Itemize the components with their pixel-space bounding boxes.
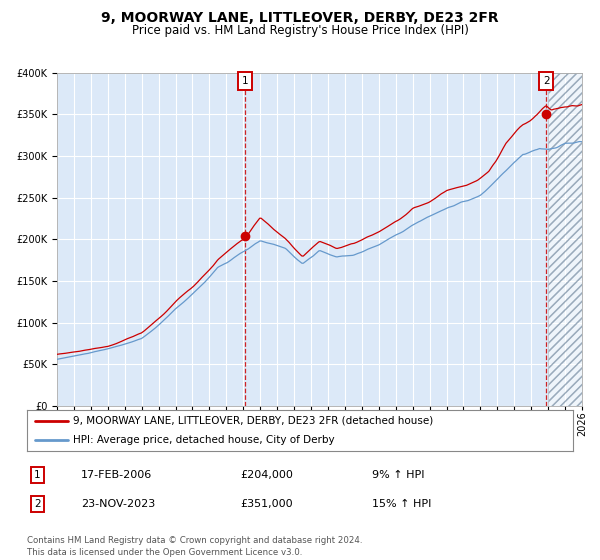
Text: 15% ↑ HPI: 15% ↑ HPI [372,499,431,509]
Text: 9, MOORWAY LANE, LITTLEOVER, DERBY, DE23 2FR (detached house): 9, MOORWAY LANE, LITTLEOVER, DERBY, DE23… [73,416,434,426]
Text: 23-NOV-2023: 23-NOV-2023 [81,499,155,509]
Text: 17-FEB-2006: 17-FEB-2006 [81,470,152,480]
Text: 2: 2 [543,76,550,86]
Text: HPI: Average price, detached house, City of Derby: HPI: Average price, detached house, City… [73,435,335,445]
Text: 1: 1 [34,470,41,480]
Text: Price paid vs. HM Land Registry's House Price Index (HPI): Price paid vs. HM Land Registry's House … [131,24,469,36]
Bar [548,73,590,406]
Text: 9% ↑ HPI: 9% ↑ HPI [372,470,425,480]
Text: 9, MOORWAY LANE, LITTLEOVER, DERBY, DE23 2FR: 9, MOORWAY LANE, LITTLEOVER, DERBY, DE23… [101,11,499,25]
Text: £204,000: £204,000 [240,470,293,480]
Text: 1: 1 [242,76,248,86]
Text: 2: 2 [34,499,41,509]
Bar [548,73,590,406]
Text: £351,000: £351,000 [240,499,293,509]
Text: Contains HM Land Registry data © Crown copyright and database right 2024.
This d: Contains HM Land Registry data © Crown c… [27,536,362,557]
